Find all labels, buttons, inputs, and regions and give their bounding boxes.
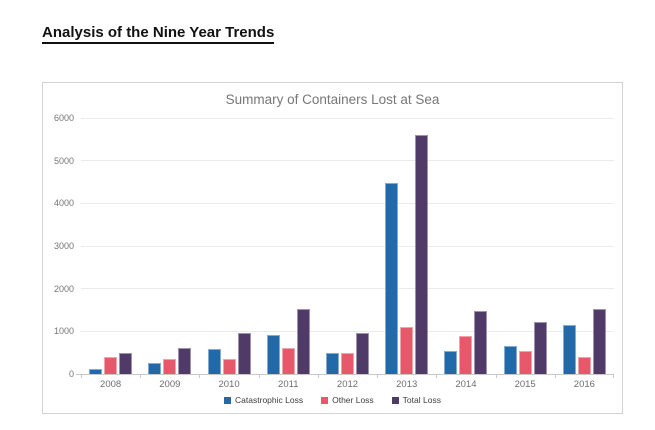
x-axis-tick <box>259 374 260 378</box>
gridline-5000 <box>81 160 614 162</box>
bar-catastrophic-loss-2014 <box>444 351 458 374</box>
gridline-6000 <box>81 117 614 119</box>
bar-group-2015 <box>496 118 555 374</box>
x-axis-tick <box>496 374 497 378</box>
bar-total-loss-2016 <box>592 309 606 374</box>
bar-group-2013 <box>377 118 436 374</box>
page-title-text: Analysis of the Nine Year Trends <box>42 24 275 44</box>
bar-other-loss-2011 <box>281 348 295 374</box>
gridline-3000 <box>81 245 614 247</box>
x-axis-tick <box>555 374 556 378</box>
bar-other-loss-2008 <box>104 357 118 374</box>
x-axis-tick <box>318 374 319 378</box>
bar-catastrophic-loss-2008 <box>89 369 103 374</box>
bar-catastrophic-loss-2016 <box>562 325 576 374</box>
gridline-2000 <box>81 288 614 290</box>
bar-catastrophic-loss-2012 <box>325 353 339 374</box>
bar-other-loss-2016 <box>577 357 591 374</box>
legend-item-other-loss: Other Loss <box>321 395 374 405</box>
bar-total-loss-2010 <box>237 333 251 374</box>
page-title: Analysis of the Nine Year Trends <box>42 24 275 44</box>
bar-other-loss-2010 <box>222 359 236 374</box>
bar-other-loss-2014 <box>459 336 473 374</box>
gridline-4000 <box>81 202 614 204</box>
y-axis-label: 4000 <box>53 198 74 209</box>
x-axis-tick <box>436 374 437 378</box>
bar-catastrophic-loss-2013 <box>385 183 399 374</box>
legend-label-total-loss: Total Loss <box>402 395 441 405</box>
x-axis-tick <box>81 374 82 378</box>
y-axis-label: 1000 <box>53 326 74 337</box>
legend-marker-other-loss <box>321 396 329 404</box>
legend-label-other-loss: Other Loss <box>332 395 374 405</box>
bar-group-2011 <box>259 118 318 374</box>
bar-other-loss-2013 <box>400 327 414 374</box>
y-axis-label: 0 <box>68 369 74 379</box>
x-axis-line <box>76 374 614 375</box>
x-axis-label-2013: 2013 <box>396 379 418 390</box>
chart-container: Summary of Containers Lost at Sea 0 1000 2… <box>42 82 623 414</box>
x-axis-label-2012: 2012 <box>336 379 359 390</box>
bar-total-loss-2009 <box>178 348 192 374</box>
legend-label-catastrophic-loss: Catastrophic Loss <box>235 395 304 405</box>
y-axis-label: 5000 <box>53 155 74 166</box>
x-axis-label-2014: 2014 <box>455 379 477 390</box>
gridline-1000 <box>81 330 614 332</box>
chart-legend: Catastrophic Loss Other Loss Total Loss <box>43 395 622 405</box>
bar-group-2009 <box>140 118 199 374</box>
legend-marker-total-loss <box>391 396 399 404</box>
x-axis-label-2009: 2009 <box>159 379 181 390</box>
x-axis-label-2010: 2010 <box>218 379 240 390</box>
x-axis-tick <box>377 374 378 378</box>
bar-group-2012 <box>318 118 377 374</box>
legend-item-total-loss: Total Loss <box>391 395 441 405</box>
bar-group-2010 <box>199 118 258 374</box>
bar-total-loss-2015 <box>533 322 547 374</box>
bar-group-2008 <box>81 118 140 374</box>
legend-marker-catastrophic-loss <box>224 396 232 404</box>
bar-total-loss-2013 <box>415 135 429 374</box>
bar-catastrophic-loss-2009 <box>148 363 162 374</box>
x-axis-label-2016: 2016 <box>573 379 595 390</box>
bar-other-loss-2009 <box>163 359 177 374</box>
x-axis-label-2015: 2015 <box>514 379 536 390</box>
legend-item-catastrophic-loss: Catastrophic Loss <box>224 395 303 405</box>
x-axis-label-2008: 2008 <box>100 379 122 390</box>
y-axis-label: 3000 <box>53 241 74 251</box>
bar-total-loss-2011 <box>296 309 310 374</box>
bar-total-loss-2012 <box>355 333 369 374</box>
x-axis-tick <box>140 374 141 378</box>
x-axis-tick <box>613 374 614 378</box>
plot-area: 0 1000 2000 3000 4000 5000 6000 2008 2009 2010 201… <box>54 113 614 390</box>
bar-total-loss-2008 <box>119 353 133 374</box>
x-axis-label-2011: 2011 <box>278 379 299 390</box>
bar-group-2016 <box>555 118 614 374</box>
bar-other-loss-2015 <box>518 351 532 374</box>
bar-group-2014 <box>436 118 495 374</box>
bar-catastrophic-loss-2010 <box>207 349 221 374</box>
bar-catastrophic-loss-2015 <box>503 346 517 374</box>
y-axis-label: 2000 <box>53 283 74 294</box>
y-axis-label: 6000 <box>53 113 74 123</box>
chart-title: Summary of Containers Lost at Sea <box>225 92 440 107</box>
bar-catastrophic-loss-2011 <box>266 335 280 374</box>
x-axis-tick <box>199 374 200 378</box>
bar-other-loss-2012 <box>340 353 354 374</box>
bar-total-loss-2014 <box>474 311 488 374</box>
